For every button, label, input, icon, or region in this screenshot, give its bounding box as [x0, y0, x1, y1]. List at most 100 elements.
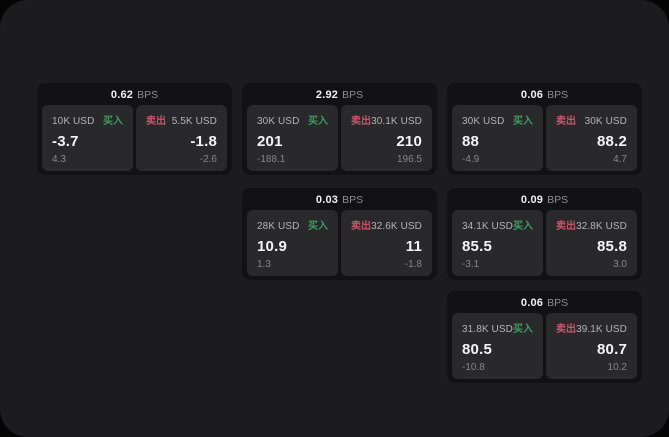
- sell-panel[interactable]: 卖出 30.1K USD 210 196.5: [341, 105, 432, 171]
- sell-panel[interactable]: 卖出 32.8K USD 85.8 3.0: [546, 210, 637, 276]
- buy-panel-top: 31.8K USD 买入: [462, 320, 533, 335]
- sell-amount: 32.8K USD: [576, 221, 627, 232]
- buy-amount: 34.1K USD: [462, 221, 513, 232]
- buy-panel[interactable]: 28K USD 买入 10.9 1.3: [247, 210, 338, 276]
- sell-price: 80.7: [597, 340, 627, 358]
- sell-price: -1.8: [190, 132, 217, 150]
- sell-price: 11: [405, 237, 422, 255]
- card-header: 0.06 BPS: [447, 291, 642, 312]
- sell-label: 卖出: [556, 221, 576, 232]
- buy-panel-top: 28K USD 买入: [257, 217, 328, 232]
- buy-price: 10.9: [257, 237, 287, 255]
- quote-panels: 31.8K USD 买入 80.5 -10.8 卖出 39.1K USD 80.…: [452, 313, 637, 379]
- sell-panel[interactable]: 卖出 30K USD 88.2 4.7: [546, 105, 637, 171]
- quote-card: 0.09 BPS 34.1K USD 买入 85.5 -3.1 卖出 32.8K…: [447, 188, 642, 280]
- sell-panel-top: 卖出 30K USD: [556, 112, 627, 127]
- buy-label: 买入: [308, 116, 328, 127]
- sell-delta: 196.5: [396, 154, 422, 165]
- buy-delta: 4.3: [52, 154, 66, 165]
- buy-price: -3.7: [52, 132, 79, 150]
- buy-label: 买入: [513, 116, 533, 127]
- sell-amount: 39.1K USD: [576, 324, 627, 335]
- sell-label: 卖出: [351, 221, 371, 232]
- buy-label: 买入: [513, 221, 533, 232]
- buy-amount: 28K USD: [257, 221, 300, 232]
- bps-unit-label: BPS: [547, 194, 569, 206]
- sell-delta: 10.2: [607, 362, 627, 373]
- buy-label: 买入: [308, 221, 328, 232]
- sell-panel[interactable]: 卖出 5.5K USD -1.8 -2.6: [136, 105, 227, 171]
- buy-amount: 30K USD: [257, 116, 300, 127]
- sell-panel-top: 卖出 32.8K USD: [556, 217, 627, 232]
- sell-price: 85.8: [597, 237, 627, 255]
- sell-delta: -2.6: [199, 154, 217, 165]
- sell-panel[interactable]: 卖出 39.1K USD 80.7 10.2: [546, 313, 637, 379]
- buy-price: 80.5: [462, 340, 492, 358]
- sell-panel-top: 卖出 5.5K USD: [146, 112, 217, 127]
- sell-amount: 32.6K USD: [371, 221, 422, 232]
- buy-label: 买入: [513, 324, 533, 335]
- bps-value: 0.06: [520, 89, 544, 101]
- buy-panel-top: 30K USD 买入: [462, 112, 533, 127]
- buy-delta: -188.1: [257, 154, 286, 165]
- bps-unit-label: BPS: [547, 89, 569, 101]
- buy-panel-top: 34.1K USD 买入: [462, 217, 533, 232]
- sell-label: 卖出: [146, 116, 166, 127]
- buy-delta: 1.3: [257, 259, 271, 270]
- bps-unit-label: BPS: [137, 89, 159, 101]
- buy-panel-top: 10K USD 买入: [52, 112, 123, 127]
- sell-delta: 3.0: [613, 259, 627, 270]
- buy-delta: -4.9: [462, 154, 480, 165]
- buy-price: 88: [462, 132, 480, 150]
- bps-unit-label: BPS: [342, 194, 364, 206]
- buy-price: 85.5: [462, 237, 492, 255]
- sell-label: 卖出: [556, 324, 576, 335]
- buy-price: 201: [257, 132, 283, 150]
- bps-unit-label: BPS: [547, 297, 569, 309]
- buy-panel[interactable]: 31.8K USD 买入 80.5 -10.8: [452, 313, 543, 379]
- buy-delta: -3.1: [462, 259, 480, 270]
- quote-card: 0.06 BPS 31.8K USD 买入 80.5 -10.8 卖出 39.1…: [447, 291, 642, 383]
- sell-label: 卖出: [351, 116, 371, 127]
- sell-amount: 30K USD: [584, 116, 627, 127]
- bps-unit-label: BPS: [342, 89, 364, 101]
- bps-value: 2.92: [315, 89, 339, 101]
- card-header: 0.03 BPS: [242, 188, 437, 209]
- card-header: 0.62 BPS: [37, 83, 232, 104]
- quote-card: 0.06 BPS 30K USD 买入 88 -4.9 卖出 30K USD 8…: [447, 83, 642, 175]
- quote-panels: 34.1K USD 买入 85.5 -3.1 卖出 32.8K USD 85.8…: [452, 210, 637, 276]
- quote-panels: 28K USD 买入 10.9 1.3 卖出 32.6K USD 11 -1.8: [247, 210, 432, 276]
- sell-label: 卖出: [556, 116, 576, 127]
- sell-amount: 30.1K USD: [371, 116, 422, 127]
- quote-card: 0.62 BPS 10K USD 买入 -3.7 4.3 卖出 5.5K USD…: [37, 83, 232, 175]
- quote-panels: 10K USD 买入 -3.7 4.3 卖出 5.5K USD -1.8 -2.…: [42, 105, 227, 171]
- quote-panels: 30K USD 买入 88 -4.9 卖出 30K USD 88.2 4.7: [452, 105, 637, 171]
- sell-panel[interactable]: 卖出 32.6K USD 11 -1.8: [341, 210, 432, 276]
- sell-panel-top: 卖出 32.6K USD: [351, 217, 422, 232]
- bps-value: 0.03: [315, 194, 339, 206]
- buy-delta: -10.8: [462, 362, 485, 373]
- sell-panel-top: 卖出 39.1K USD: [556, 320, 627, 335]
- buy-panel[interactable]: 30K USD 买入 88 -4.9: [452, 105, 543, 171]
- card-header: 2.92 BPS: [242, 83, 437, 104]
- sell-panel-top: 卖出 30.1K USD: [351, 112, 422, 127]
- buy-amount: 30K USD: [462, 116, 505, 127]
- quote-card: 2.92 BPS 30K USD 买入 201 -188.1 卖出 30.1K …: [242, 83, 437, 175]
- sell-price: 88.2: [597, 132, 627, 150]
- buy-panel[interactable]: 34.1K USD 买入 85.5 -3.1: [452, 210, 543, 276]
- bps-value: 0.62: [110, 89, 134, 101]
- quote-panels: 30K USD 买入 201 -188.1 卖出 30.1K USD 210 1…: [247, 105, 432, 171]
- sell-amount: 5.5K USD: [171, 116, 217, 127]
- buy-amount: 31.8K USD: [462, 324, 513, 335]
- buy-panel[interactable]: 10K USD 买入 -3.7 4.3: [42, 105, 133, 171]
- card-header: 0.06 BPS: [447, 83, 642, 104]
- buy-panel[interactable]: 30K USD 买入 201 -188.1: [247, 105, 338, 171]
- buy-panel-top: 30K USD 买入: [257, 112, 328, 127]
- bps-value: 0.06: [520, 297, 544, 309]
- sell-delta: -1.8: [404, 259, 422, 270]
- bps-value: 0.09: [520, 194, 544, 206]
- card-header: 0.09 BPS: [447, 188, 642, 209]
- sell-price: 210: [396, 132, 422, 150]
- buy-amount: 10K USD: [52, 116, 95, 127]
